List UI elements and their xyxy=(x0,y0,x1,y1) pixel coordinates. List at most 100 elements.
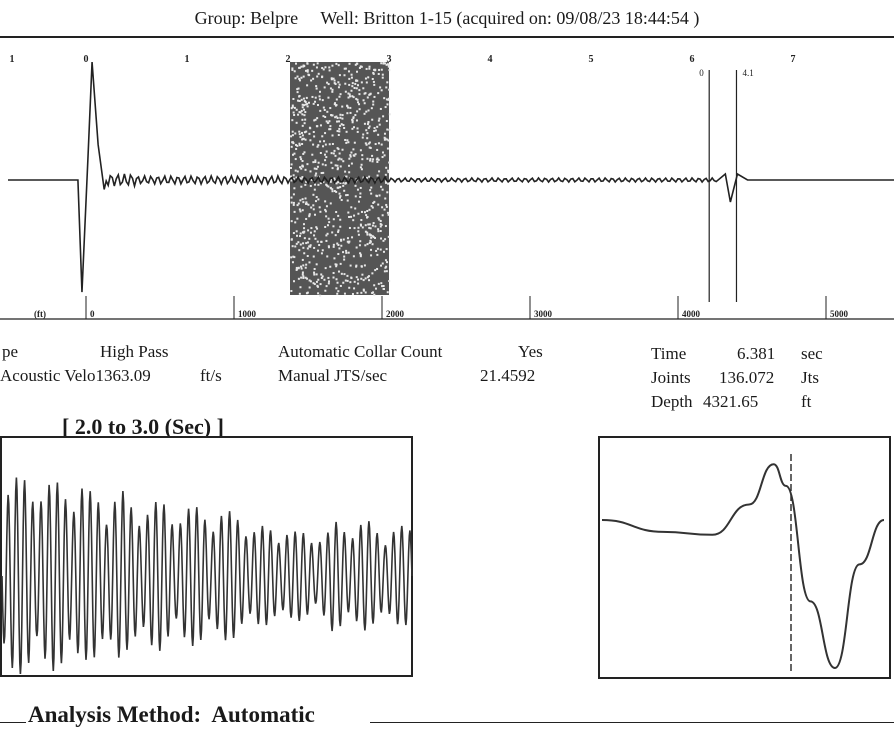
noise-speck xyxy=(328,120,331,123)
noise-speck xyxy=(316,117,319,120)
noise-speck xyxy=(323,86,326,89)
noise-speck xyxy=(330,152,333,155)
noise-speck xyxy=(317,278,320,281)
noise-speck xyxy=(374,129,377,132)
noise-speck xyxy=(357,282,360,285)
noise-speck xyxy=(290,196,293,199)
noise-speck xyxy=(377,282,380,285)
group-label: Group: xyxy=(194,8,246,28)
noise-speck xyxy=(325,120,328,123)
depth-tick-label: 5000 xyxy=(830,309,849,319)
noise-speck xyxy=(318,95,321,98)
noise-speck xyxy=(377,133,380,136)
noise-speck xyxy=(386,81,389,84)
noise-speck xyxy=(388,113,391,116)
noise-speck xyxy=(345,141,348,144)
noise-speck xyxy=(385,166,388,169)
acquired-suffix: ) xyxy=(693,8,700,28)
noise-speck xyxy=(299,177,302,180)
noise-speck xyxy=(313,283,316,286)
noise-speck xyxy=(375,249,378,252)
noise-speck xyxy=(380,185,383,188)
noise-speck xyxy=(336,164,339,167)
time-marker-label: 0 xyxy=(699,68,704,78)
noise-speck xyxy=(332,243,335,246)
noise-speck xyxy=(306,62,309,65)
noise-speck xyxy=(308,126,311,129)
noise-speck xyxy=(386,211,389,214)
noise-speck xyxy=(339,262,342,265)
noise-speck xyxy=(362,87,365,90)
noise-speck xyxy=(306,70,309,73)
noise-speck xyxy=(292,111,295,114)
noise-speck xyxy=(301,273,304,276)
noise-speck xyxy=(366,123,369,126)
noise-speck xyxy=(332,271,335,274)
noise-speck xyxy=(347,251,350,254)
noise-speck xyxy=(359,252,362,255)
noise-speck xyxy=(306,241,309,244)
noise-speck xyxy=(333,82,336,85)
noise-speck xyxy=(378,117,381,120)
noise-speck xyxy=(333,177,336,180)
noise-speck xyxy=(302,97,305,100)
pulse-chart-frame xyxy=(598,436,891,679)
noise-speck xyxy=(327,217,330,220)
noise-speck xyxy=(302,275,305,278)
noise-speck xyxy=(312,208,315,211)
noise-speck xyxy=(344,82,347,85)
noise-speck xyxy=(339,186,342,189)
noise-speck xyxy=(355,119,358,122)
noise-speck xyxy=(301,271,304,274)
noise-speck xyxy=(324,289,327,292)
noise-speck xyxy=(337,64,340,67)
readout-unit: Jts xyxy=(801,368,819,387)
param-label: Automatic Collar Count xyxy=(278,342,443,361)
noise-speck xyxy=(331,88,334,91)
noise-speck xyxy=(299,199,302,202)
noise-speck xyxy=(308,132,311,135)
noise-speck xyxy=(303,227,306,230)
noise-speck xyxy=(321,275,324,278)
noise-speck xyxy=(301,106,304,109)
noise-speck xyxy=(317,198,320,201)
noise-speck xyxy=(349,264,352,267)
noise-speck xyxy=(332,276,335,279)
noise-speck xyxy=(380,89,383,92)
noise-speck xyxy=(297,267,300,270)
noise-speck xyxy=(291,106,294,109)
noise-speck xyxy=(368,208,371,211)
noise-speck xyxy=(325,285,328,288)
noise-speck xyxy=(364,244,367,247)
noise-speck xyxy=(344,90,347,93)
noise-speck xyxy=(338,83,341,86)
noise-speck xyxy=(305,263,308,266)
well-name: Britton 1-15 xyxy=(363,8,452,28)
noise-speck xyxy=(336,168,339,171)
noise-speck xyxy=(302,242,305,245)
noise-speck xyxy=(315,196,318,199)
noise-speck xyxy=(385,270,388,273)
noise-speck xyxy=(346,240,349,243)
noise-speck xyxy=(316,240,319,243)
noise-speck xyxy=(343,258,346,261)
noise-speck xyxy=(361,158,364,161)
noise-speck xyxy=(304,197,307,200)
noise-speck xyxy=(373,130,376,133)
noise-speck xyxy=(335,190,338,193)
noise-speck xyxy=(377,217,380,220)
noise-speck xyxy=(371,291,374,294)
noise-speck xyxy=(366,216,369,219)
noise-speck xyxy=(311,69,314,72)
noise-speck xyxy=(319,140,322,143)
noise-speck xyxy=(369,159,372,162)
noise-speck xyxy=(370,107,373,110)
noise-speck xyxy=(327,121,330,124)
noise-speck xyxy=(358,103,361,106)
noise-speck xyxy=(317,292,320,295)
noise-speck xyxy=(315,85,318,88)
noise-speck xyxy=(300,276,303,279)
noise-speck xyxy=(324,159,327,162)
noise-speck xyxy=(387,182,390,185)
noise-speck xyxy=(326,81,329,84)
